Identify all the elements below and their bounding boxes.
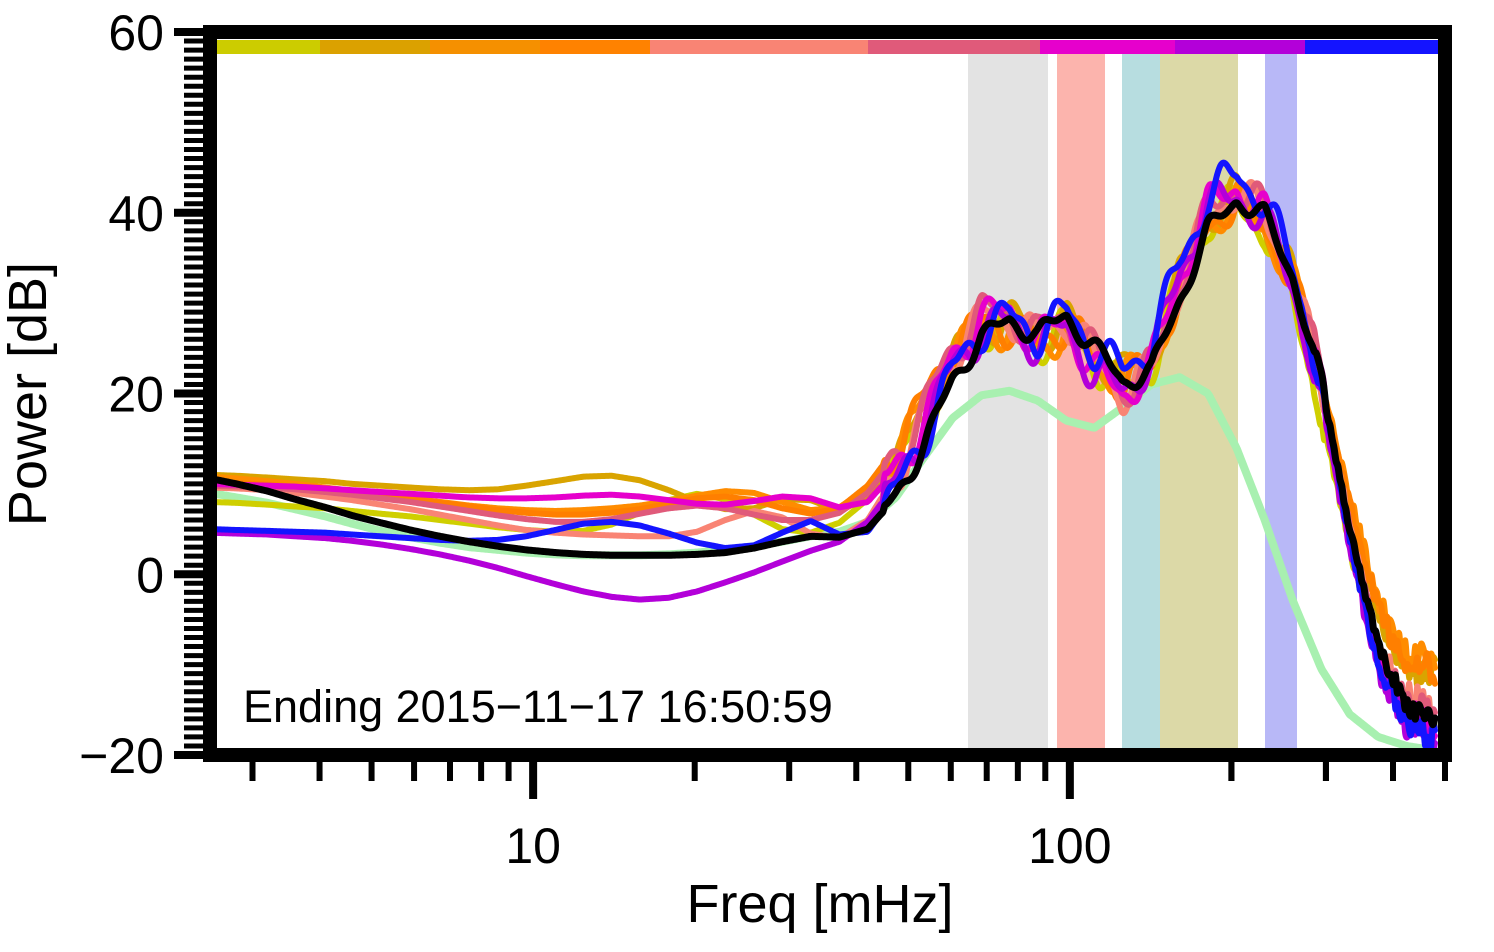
colorbar-segment-4 [650,40,868,54]
series-line-channel-blue [210,159,1438,754]
axis-ticks-group: −20 0 20 40 60 10 100 [79,5,1448,874]
band-pink [1057,40,1105,755]
x-tick-label-100: 100 [1028,818,1111,874]
colorbar-segment-5 [868,40,1040,54]
axes-frame [203,25,1452,762]
curves-group [210,159,1439,755]
series-line-channel-magenta [210,181,1438,743]
colorbar-group [210,40,1445,54]
y-axis-title: Power [dB] [0,262,58,526]
colorbar-segment-3 [540,40,650,54]
y-tick-label-0: 0 [136,547,164,603]
colorbar-segment-0 [210,40,320,54]
y-tick-label-40: 40 [108,186,164,242]
colorbar-segment-2 [430,40,540,54]
colorbar-segment-7 [1175,40,1305,54]
series-line-mean [210,199,1439,729]
y-tick-label-60: 60 [108,5,164,61]
band-khaki [1160,40,1238,755]
y-tick-label-20: 20 [108,367,164,423]
y-tick-label--20: −20 [79,728,164,784]
colorbar-segment-8 [1305,40,1445,54]
x-tick-label-10: 10 [505,818,561,874]
band-lavender [1265,40,1297,755]
x-axis-title: Freq [mHz] [686,874,953,934]
colorbar-segment-1 [320,40,430,54]
ending-timestamp-annotation: Ending 2015−11−17 16:50:59 [243,681,833,732]
colorbar-segment-6 [1040,40,1175,54]
series-line-channel-purple [210,178,1438,753]
